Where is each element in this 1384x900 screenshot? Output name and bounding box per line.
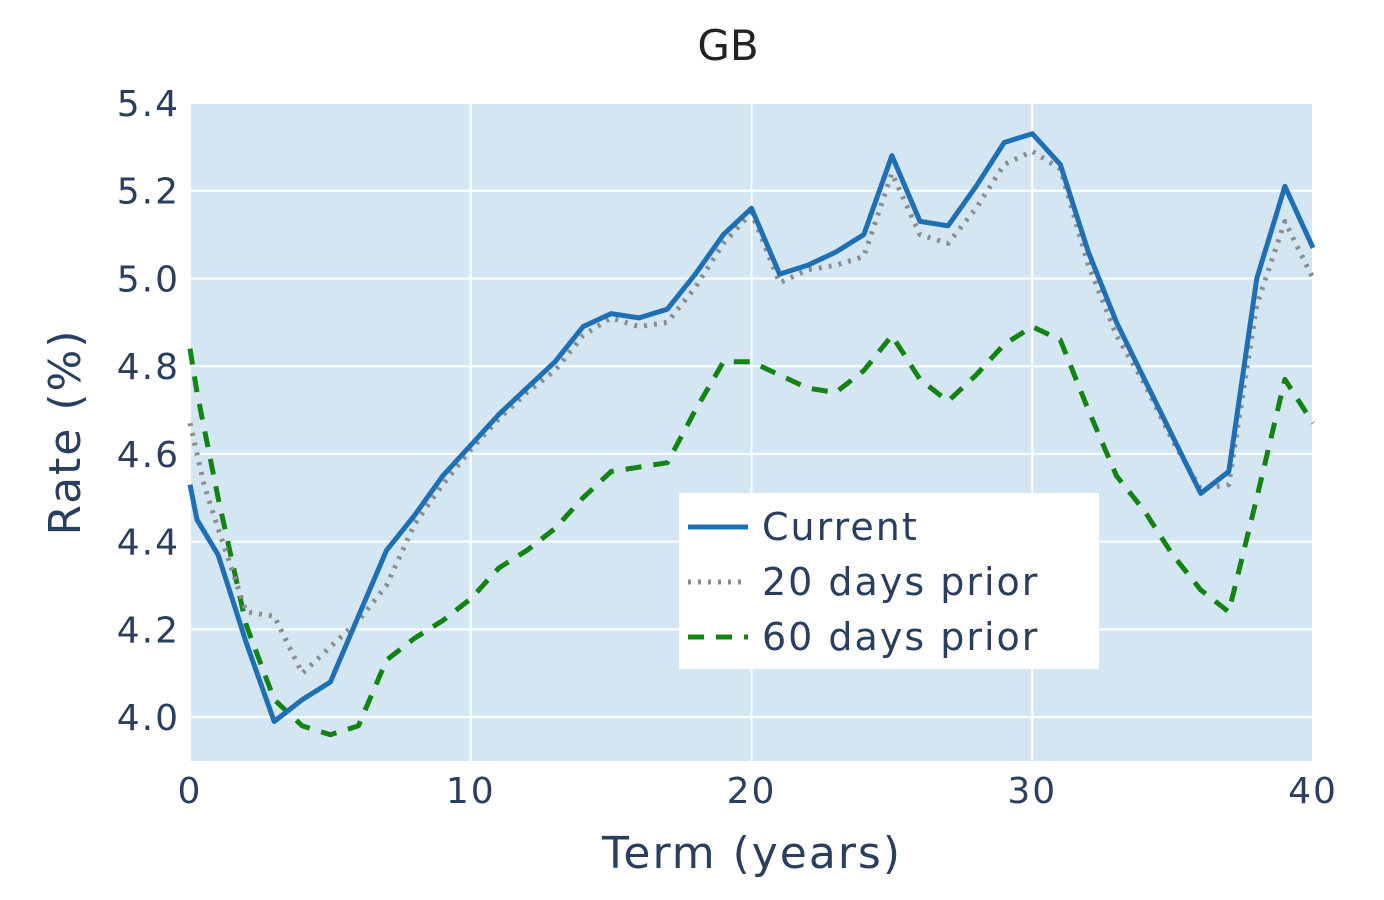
- legend: Current 20 days prior 60 days prior: [679, 493, 1099, 669]
- y-tick-label: 5.2: [117, 172, 180, 213]
- y-tick-label: 4.2: [117, 610, 180, 651]
- y-tick-label: 5.4: [117, 84, 180, 125]
- legend-label: 20 days prior: [762, 560, 1039, 604]
- y-tick-label: 4.6: [117, 435, 180, 476]
- y-tick-label: 4.8: [117, 347, 180, 388]
- legend-label: 60 days prior: [762, 615, 1039, 659]
- y-tick-label: 4.0: [117, 698, 180, 739]
- x-axis-ticks: 0 10 20 30 40: [178, 771, 1338, 812]
- y-axis-title: Rate (%): [40, 328, 91, 535]
- x-axis-title: Term (years): [601, 828, 902, 879]
- y-tick-label: 4.4: [117, 523, 180, 564]
- series-line-3: [187, 324, 1316, 738]
- y-tick-label: 5.0: [117, 259, 180, 300]
- x-tick-label: 30: [1007, 771, 1057, 812]
- legend-label: Current: [762, 505, 919, 549]
- y-axis-ticks: 4.0 4.2 4.4 4.6 4.8 5.0 5.2 5.4: [117, 84, 180, 739]
- series-line-1: [187, 131, 1316, 724]
- chart-title: GB: [697, 21, 758, 70]
- legend-box: [679, 493, 1099, 669]
- x-tick-label: 0: [178, 771, 203, 812]
- series-line-2: [187, 148, 1316, 676]
- x-tick-label: 40: [1288, 771, 1338, 812]
- x-tick-label: 10: [446, 771, 496, 812]
- series-lines: [187, 131, 1316, 738]
- x-tick-label: 20: [727, 771, 777, 812]
